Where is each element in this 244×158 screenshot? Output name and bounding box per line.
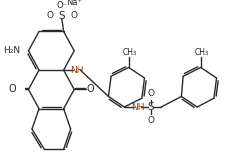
Text: O: O — [71, 11, 78, 20]
Text: S: S — [147, 102, 154, 112]
Text: NH: NH — [70, 66, 83, 75]
Text: O⁻: O⁻ — [56, 1, 67, 10]
Text: O: O — [86, 84, 94, 94]
Text: O: O — [9, 84, 16, 94]
Text: H₂N: H₂N — [3, 46, 20, 55]
Text: Na⁺: Na⁺ — [66, 0, 82, 7]
Text: O: O — [46, 11, 53, 20]
Text: O: O — [147, 116, 154, 125]
Text: O: O — [147, 89, 154, 98]
Text: S: S — [59, 11, 65, 21]
Text: CH₃: CH₃ — [122, 48, 137, 57]
Text: CH₃: CH₃ — [194, 48, 209, 57]
Text: NH: NH — [131, 103, 144, 112]
